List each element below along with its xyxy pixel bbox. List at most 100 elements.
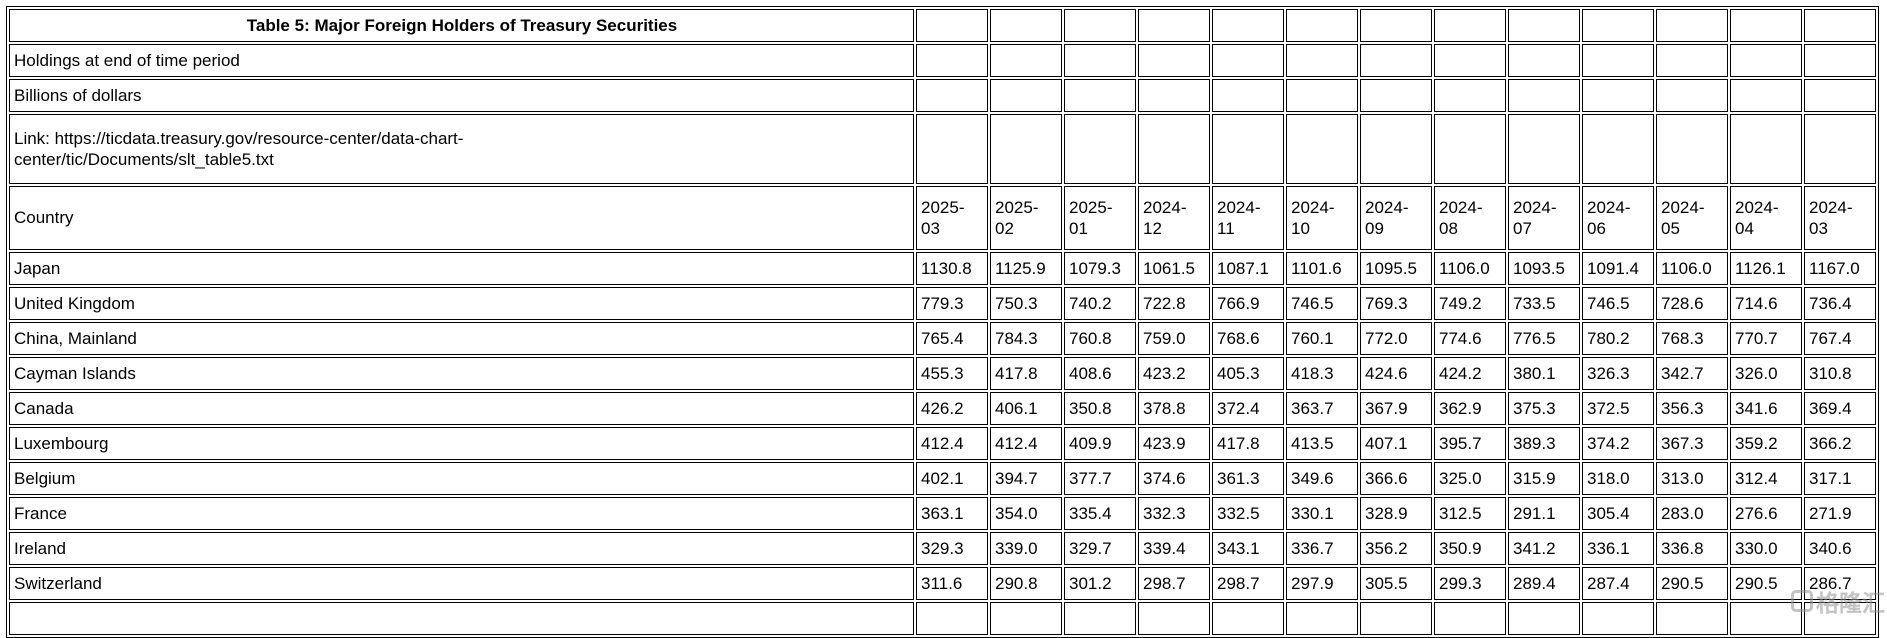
- holdings-value: 367.9: [1360, 392, 1432, 425]
- empty-cell: [1064, 79, 1136, 112]
- empty-cell: [1804, 44, 1876, 77]
- empty-cell: [1064, 114, 1136, 184]
- holdings-value: 760.8: [1064, 322, 1136, 355]
- empty-cell: [1434, 9, 1506, 42]
- empty-cell: [990, 44, 1062, 77]
- holdings-value: 330.1: [1286, 497, 1358, 530]
- empty-cell: [1730, 114, 1802, 184]
- table-title-row: Table 5: Major Foreign Holders of Treasu…: [9, 9, 1876, 42]
- holdings-value: 770.7: [1730, 322, 1802, 355]
- empty-cell: [1582, 602, 1654, 635]
- date-column-header: 2024-11: [1212, 186, 1284, 250]
- empty-cell: [1804, 114, 1876, 184]
- holdings-value: 776.5: [1508, 322, 1580, 355]
- empty-cell: [1212, 79, 1284, 112]
- holdings-value: 349.6: [1286, 462, 1358, 495]
- holdings-value: 402.1: [916, 462, 988, 495]
- holdings-value: 423.9: [1138, 427, 1210, 460]
- holdings-value: 329.7: [1064, 532, 1136, 565]
- country-name: Ireland: [9, 532, 914, 565]
- date-column-header: 2024-04: [1730, 186, 1802, 250]
- empty-cell: [1804, 9, 1876, 42]
- country-name: United Kingdom: [9, 287, 914, 320]
- holdings-value: 339.0: [990, 532, 1062, 565]
- holdings-value: 356.2: [1360, 532, 1432, 565]
- holdings-value: 313.0: [1656, 462, 1728, 495]
- holdings-value: 408.6: [1064, 357, 1136, 390]
- empty-cell: [1730, 9, 1802, 42]
- holdings-value: 378.8: [1138, 392, 1210, 425]
- date-column-header: 2024-07: [1508, 186, 1580, 250]
- holdings-value: 759.0: [1138, 322, 1210, 355]
- empty-cell: [1730, 79, 1802, 112]
- holdings-value: 418.3: [1286, 357, 1358, 390]
- holdings-value: 290.5: [1656, 567, 1728, 600]
- holdings-value: 780.2: [1582, 322, 1654, 355]
- empty-cell: [1508, 602, 1580, 635]
- empty-cell: [990, 9, 1062, 42]
- empty-cell: [1508, 114, 1580, 184]
- holdings-value: 363.1: [916, 497, 988, 530]
- holdings-value: 455.3: [916, 357, 988, 390]
- holdings-value: 760.1: [1286, 322, 1358, 355]
- holdings-value: 417.8: [1212, 427, 1284, 460]
- empty-cell: [1656, 114, 1728, 184]
- country-name: China, Mainland: [9, 322, 914, 355]
- holdings-value: 332.3: [1138, 497, 1210, 530]
- holdings-value: 332.5: [1212, 497, 1284, 530]
- empty-cell: [1138, 44, 1210, 77]
- holdings-value: 366.6: [1360, 462, 1432, 495]
- holdings-value: 372.5: [1582, 392, 1654, 425]
- holdings-value: 1126.1: [1730, 252, 1802, 285]
- empty-cell: [1138, 9, 1210, 42]
- date-column-header: 2025-03: [916, 186, 988, 250]
- holdings-value: 363.7: [1286, 392, 1358, 425]
- date-label: 2024-09: [1365, 197, 1409, 238]
- empty-cell: [1804, 79, 1876, 112]
- table-body: Table 5: Major Foreign Holders of Treasu…: [9, 9, 1876, 635]
- date-label: 2024-05: [1661, 197, 1705, 238]
- country-name: Japan: [9, 252, 914, 285]
- empty-cell: [1656, 602, 1728, 635]
- empty-cell: [1360, 79, 1432, 112]
- holdings-value: 291.1: [1508, 497, 1580, 530]
- holdings-value: 297.9: [1286, 567, 1358, 600]
- holdings-note-row: Holdings at end of time period: [9, 44, 1876, 77]
- holdings-value: 312.5: [1434, 497, 1506, 530]
- holdings-value: 329.3: [916, 532, 988, 565]
- holdings-value: 769.3: [1360, 287, 1432, 320]
- holdings-value: 305.4: [1582, 497, 1654, 530]
- empty-cell: [1064, 602, 1136, 635]
- date-label: 2024-10: [1291, 197, 1335, 238]
- empty-cell: [1730, 602, 1802, 635]
- empty-cell: [1064, 44, 1136, 77]
- holdings-value: 412.4: [990, 427, 1062, 460]
- date-label: 2024-03: [1809, 197, 1853, 238]
- table-title-cell: Table 5: Major Foreign Holders of Treasu…: [9, 9, 914, 42]
- holdings-value: 366.2: [1804, 427, 1876, 460]
- holdings-value: 424.2: [1434, 357, 1506, 390]
- empty-cell: [1434, 602, 1506, 635]
- holdings-value: 340.6: [1804, 532, 1876, 565]
- partial-cutoff-row: [9, 602, 1876, 635]
- holdings-value: 1093.5: [1508, 252, 1580, 285]
- holdings-value: 315.9: [1508, 462, 1580, 495]
- holdings-value: 424.6: [1360, 357, 1432, 390]
- empty-cell: [990, 79, 1062, 112]
- empty-cell: [1434, 114, 1506, 184]
- column-header-row: Country 2025-03 2025-02 2025-01 2024-12 2024-…: [9, 186, 1876, 250]
- source-link-cell: Link: https://ticdata.treasury.gov/resou…: [9, 114, 914, 184]
- empty-cell: [1508, 79, 1580, 112]
- holdings-value: 326.0: [1730, 357, 1802, 390]
- holdings-value: 768.3: [1656, 322, 1728, 355]
- date-column-header: 2024-03: [1804, 186, 1876, 250]
- empty-cell: [1286, 114, 1358, 184]
- date-column-header: 2024-06: [1582, 186, 1654, 250]
- empty-cell: [1286, 602, 1358, 635]
- holdings-note-cell: Holdings at end of time period: [9, 44, 914, 77]
- date-column-header: 2024-08: [1434, 186, 1506, 250]
- holdings-value: 290.5: [1730, 567, 1802, 600]
- country-name: Belgium: [9, 462, 914, 495]
- holdings-value: 350.9: [1434, 532, 1506, 565]
- holdings-value: 276.6: [1730, 497, 1802, 530]
